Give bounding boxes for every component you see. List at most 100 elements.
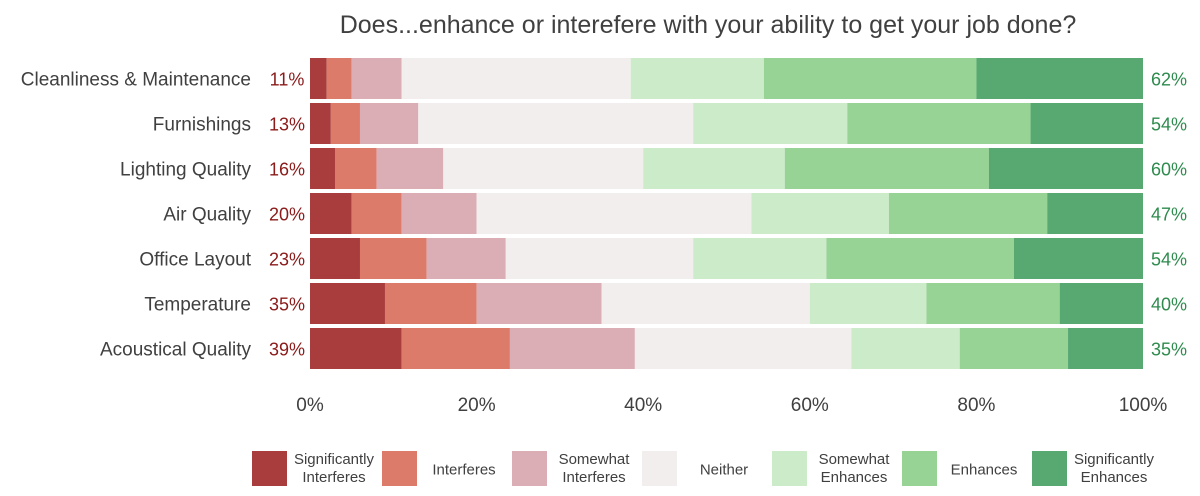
bar-temperature-somewhat-interferes: [476, 283, 602, 324]
bars-layer: [310, 58, 1143, 369]
interfere-total-label: 16%: [269, 160, 305, 180]
bar-office-layout-interferes: [359, 238, 427, 279]
bar-acoustical-quality-significantly-interferes: [310, 328, 402, 369]
enhance-total-label: 54%: [1151, 250, 1187, 270]
bar-lighting-quality-neither: [443, 148, 644, 189]
bar-cleanliness-and-maintenance-somewhat-interferes: [351, 58, 402, 99]
chart-title: Does...enhance or interefere with your a…: [340, 11, 1077, 39]
bar-lighting-quality-somewhat-enhances: [643, 148, 785, 189]
bar-acoustical-quality-interferes: [401, 328, 510, 369]
bar-cleanliness-and-maintenance-somewhat-enhances: [630, 58, 764, 99]
bar-lighting-quality-somewhat-interferes: [376, 148, 444, 189]
legend-label-significantly-interferes: Interferes: [302, 469, 365, 486]
bar-furnishings-neither: [418, 103, 694, 144]
bar-office-layout-significantly-enhances: [1013, 238, 1143, 279]
category-labels: Cleanliness & Maintenance Furnishings Ligh…: [21, 70, 252, 361]
bar-air-quality-neither: [476, 193, 752, 234]
bar-air-quality-interferes: [351, 193, 402, 234]
legend-swatch-significantly-interferes: [252, 451, 287, 486]
bar-temperature-significantly-interferes: [310, 283, 385, 324]
bar-air-quality-enhances: [888, 193, 1048, 234]
enhance-total-label: 40%: [1151, 295, 1187, 315]
enhance-total-label: 54%: [1151, 115, 1187, 135]
bar-furnishings-significantly-enhances: [1030, 103, 1143, 144]
x-tick-label: 80%: [957, 395, 995, 416]
bar-furnishings-somewhat-enhances: [693, 103, 848, 144]
bar-cleanliness-and-maintenance-interferes: [326, 58, 352, 99]
interfere-total-label: 35%: [269, 295, 305, 315]
bar-acoustical-quality-somewhat-enhances: [851, 328, 960, 369]
bar-furnishings-significantly-interferes: [310, 103, 331, 144]
bar-temperature-somewhat-enhances: [809, 283, 927, 324]
legend-label-somewhat-interferes: Interferes: [562, 469, 625, 486]
category-label: Temperature: [144, 295, 251, 316]
interfere-total-label: 39%: [269, 340, 305, 360]
x-tick-label: 20%: [458, 395, 496, 416]
legend-label-significantly-enhances: Significantly: [1074, 451, 1155, 468]
interfere-total-label: 11%: [270, 70, 305, 90]
bar-temperature-interferes: [384, 283, 477, 324]
legend-swatch-somewhat-enhances: [772, 451, 807, 486]
interfere-total-label: 13%: [269, 115, 305, 135]
legend-label-significantly-enhances: Enhances: [1081, 469, 1148, 486]
bar-acoustical-quality-somewhat-interferes: [509, 328, 635, 369]
x-tick-label: 40%: [624, 395, 662, 416]
bar-cleanliness-and-maintenance-significantly-enhances: [976, 58, 1143, 99]
bar-air-quality-significantly-interferes: [310, 193, 352, 234]
interfere-totals: 11% 13% 16% 20% 23% 35% 39%: [269, 70, 305, 360]
bar-cleanliness-and-maintenance-significantly-interferes: [310, 58, 327, 99]
category-label: Cleanliness & Maintenance: [21, 70, 251, 91]
legend-swatch-neither: [642, 451, 677, 486]
bar-cleanliness-and-maintenance-enhances: [763, 58, 977, 99]
x-tick-label: 0%: [296, 395, 324, 416]
category-label: Air Quality: [163, 205, 251, 226]
bar-air-quality-somewhat-enhances: [751, 193, 889, 234]
bar-cleanliness-and-maintenance-neither: [401, 58, 631, 99]
enhance-totals: 62% 54% 60% 47% 54% 40% 35%: [1151, 70, 1187, 360]
interfere-total-label: 23%: [269, 250, 305, 270]
bar-lighting-quality-significantly-enhances: [988, 148, 1143, 189]
category-label: Office Layout: [139, 250, 251, 271]
bar-acoustical-quality-enhances: [959, 328, 1069, 369]
bar-lighting-quality-interferes: [334, 148, 377, 189]
bar-temperature-neither: [601, 283, 810, 324]
category-label: Lighting Quality: [120, 160, 251, 181]
enhance-total-label: 60%: [1151, 160, 1187, 180]
bar-furnishings-interferes: [330, 103, 360, 144]
legend-swatch-somewhat-interferes: [512, 451, 547, 486]
bar-acoustical-quality-neither: [634, 328, 852, 369]
bar-air-quality-somewhat-interferes: [401, 193, 477, 234]
interfere-total-label: 20%: [269, 205, 305, 225]
legend-label-neither: Neither: [700, 462, 748, 479]
bar-air-quality-significantly-enhances: [1047, 193, 1143, 234]
bar-temperature-significantly-enhances: [1059, 283, 1143, 324]
legend-label-somewhat-enhances: Enhances: [821, 469, 888, 486]
category-label: Furnishings: [153, 115, 251, 136]
bar-acoustical-quality-significantly-enhances: [1068, 328, 1143, 369]
x-tick-label: 60%: [791, 395, 829, 416]
bar-lighting-quality-significantly-interferes: [310, 148, 335, 189]
bar-office-layout-enhances: [826, 238, 1014, 279]
bar-furnishings-enhances: [847, 103, 1031, 144]
legend-label-interferes: Interferes: [432, 462, 495, 479]
legend-label-significantly-interferes: Significantly: [294, 451, 375, 468]
enhance-total-label: 47%: [1151, 205, 1187, 225]
enhance-total-label: 35%: [1151, 340, 1187, 360]
bar-temperature-enhances: [926, 283, 1060, 324]
bar-office-layout-somewhat-interferes: [426, 238, 506, 279]
bar-office-layout-significantly-interferes: [310, 238, 360, 279]
x-tick-label: 100%: [1119, 395, 1168, 416]
legend-label-enhances: Enhances: [951, 462, 1018, 479]
legend-label-somewhat-enhances: Somewhat: [819, 451, 891, 468]
bar-office-layout-neither: [505, 238, 694, 279]
x-axis: 0% 20% 40% 60% 80% 100%: [296, 395, 1167, 416]
enhance-total-label: 62%: [1151, 70, 1187, 90]
legend-swatch-interferes: [382, 451, 417, 486]
legend-swatch-significantly-enhances: [1032, 451, 1067, 486]
bar-furnishings-somewhat-interferes: [359, 103, 419, 144]
bar-office-layout-somewhat-enhances: [693, 238, 827, 279]
bar-lighting-quality-enhances: [784, 148, 989, 189]
legend-label-somewhat-interferes: Somewhat: [559, 451, 631, 468]
